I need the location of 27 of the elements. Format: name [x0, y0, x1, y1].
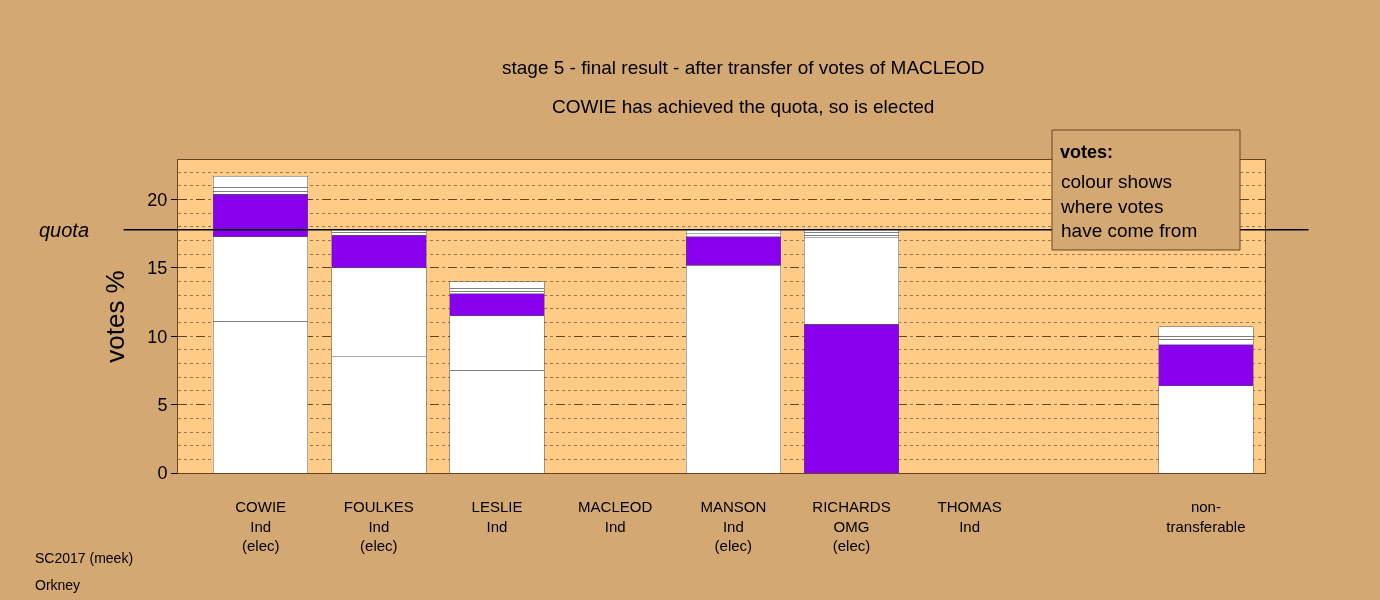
y-tick-label: 0	[157, 463, 168, 484]
bar	[803, 232, 899, 236]
x-tick-label: MACLEOD Ind	[578, 498, 653, 535]
text: Orkney	[35, 577, 81, 593]
x-tick-label: MANSON Ind (elec)	[700, 498, 767, 554]
y-axis-title: votes %	[99, 270, 130, 363]
bar	[449, 281, 545, 289]
bar	[213, 176, 309, 188]
x-tick-label: FOULKES Ind (elec)	[343, 498, 414, 554]
annotation: votes:	[1060, 142, 1114, 162]
x-tick-label: COWIE Ind (elec)	[235, 498, 287, 554]
y-tick-label: 10	[147, 326, 168, 347]
ref-line-label: quota	[39, 219, 90, 241]
x-tick-label: non- transferable	[1166, 498, 1246, 535]
x-tick-label: LESLIE Ind	[471, 498, 523, 535]
bar	[803, 229, 899, 233]
bar	[1158, 326, 1254, 337]
y-tick-label: 20	[147, 189, 168, 210]
chart-subtitle: COWIE has achieved the quota, so is elected	[552, 96, 935, 117]
bar	[331, 229, 427, 233]
x-tick-label: THOMAS Ind	[937, 498, 1002, 535]
x-tick-label: RICHARDS OMG (elec)	[812, 498, 891, 554]
text: SC2017 (meek)	[35, 550, 134, 566]
annotation: colour shows where votes have come from	[1060, 171, 1198, 242]
chart-title: stage 5 - final result - after transfer of votes of MACLEOD	[502, 57, 985, 78]
y-tick-label: 5	[157, 394, 168, 415]
y-tick-label: 15	[147, 258, 168, 279]
